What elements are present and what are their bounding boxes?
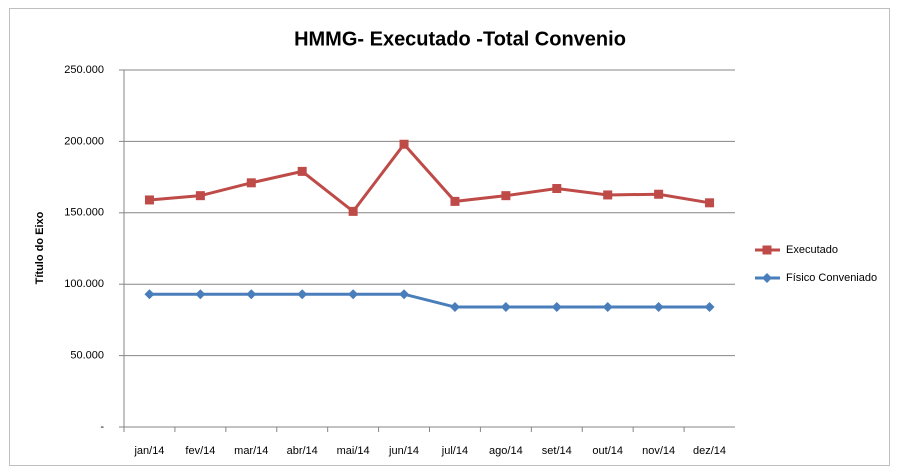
point-marker xyxy=(654,189,664,199)
point-marker xyxy=(144,195,154,205)
x-tick-label: nov/14 xyxy=(642,445,675,457)
y-tick-label: 100.000 xyxy=(64,278,104,290)
y-tick-label: 200.000 xyxy=(64,135,104,147)
point-marker xyxy=(449,302,460,313)
x-tick-label: ago/14 xyxy=(489,445,523,457)
x-tick-label: fev/14 xyxy=(185,445,215,457)
x-tick-label: mai/14 xyxy=(337,445,370,457)
y-tick-label: 250.000 xyxy=(64,64,104,76)
series-line xyxy=(149,141,710,214)
point-marker xyxy=(348,289,359,300)
point-marker xyxy=(501,191,511,201)
point-marker xyxy=(195,289,206,300)
chart-frame xyxy=(9,8,890,466)
point-marker xyxy=(602,302,613,313)
legend-label: Executado xyxy=(786,244,838,256)
point-marker xyxy=(144,289,155,300)
point-marker xyxy=(246,289,257,300)
point-marker xyxy=(704,302,715,313)
point-marker xyxy=(551,302,562,313)
point-marker xyxy=(297,166,307,176)
legend-label: Físico Conveniado xyxy=(786,272,877,284)
point-marker xyxy=(552,184,562,194)
x-tick-label: out/14 xyxy=(592,445,623,457)
x-tick-label: mar/14 xyxy=(234,445,268,457)
point-marker xyxy=(348,206,358,216)
x-tick-label: dez/14 xyxy=(693,445,726,457)
point-marker xyxy=(500,302,511,313)
y-tick-label: 50.000 xyxy=(70,350,104,362)
point-marker xyxy=(297,289,308,300)
point-marker xyxy=(399,139,409,149)
x-tick-label: abr/14 xyxy=(287,445,318,457)
point-marker xyxy=(450,196,460,206)
point-marker xyxy=(195,191,205,201)
point-marker xyxy=(246,178,256,188)
point-marker xyxy=(603,190,613,200)
point-marker xyxy=(399,289,410,300)
chart-title: HMMG- Executado -Total Convenio xyxy=(294,28,626,50)
legend-marker xyxy=(762,245,772,255)
x-tick-label: set/14 xyxy=(542,445,572,457)
y-tick-label: - xyxy=(100,421,104,433)
legend-marker xyxy=(762,273,772,283)
x-tick-label: jun/14 xyxy=(388,445,419,457)
point-marker xyxy=(705,198,715,208)
x-tick-label: jan/14 xyxy=(133,445,164,457)
y-tick-label: 150.000 xyxy=(64,207,104,219)
y-axis-title: Título do Eixo xyxy=(34,211,46,284)
x-tick-label: jul/14 xyxy=(441,445,468,457)
point-marker xyxy=(653,302,664,313)
series-line xyxy=(149,292,710,309)
